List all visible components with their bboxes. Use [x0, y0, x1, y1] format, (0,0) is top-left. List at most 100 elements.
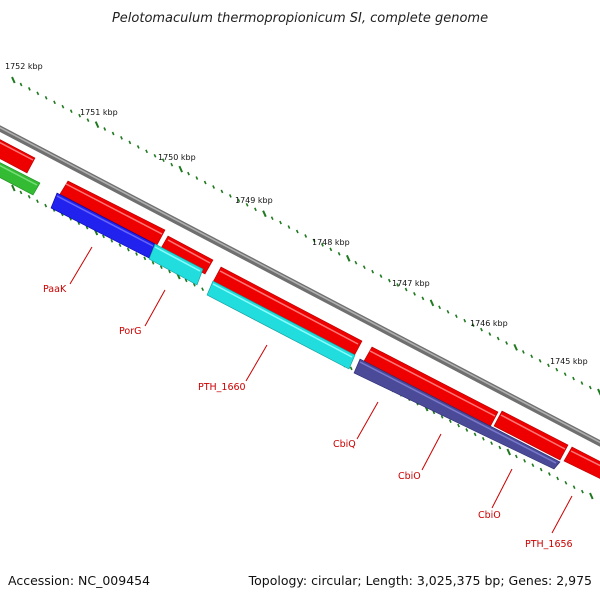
outer-ruler-tick: [513, 343, 518, 351]
inner-ruler-tick: [440, 414, 444, 419]
inner-ruler-tick: [349, 366, 353, 371]
inner-ruler-tick: [44, 203, 48, 208]
inner-ruler-tick: [481, 436, 485, 441]
gene-label-leaders: [69, 246, 573, 534]
outer-ruler-tick: [86, 118, 90, 122]
kbp-label-1746: 1746 kbp: [470, 319, 508, 328]
inner-ruler-tick: [448, 419, 452, 424]
reverse-cds-cbiq-cbio: [353, 358, 561, 470]
outer-ruler-tick: [379, 274, 383, 278]
outer-ruler-tick: [128, 140, 132, 145]
outer-ruler-tick: [421, 296, 425, 301]
inner-ruler-tick: [498, 445, 502, 450]
outer-ruler-tick: [254, 207, 257, 212]
outer-ruler-tick: [170, 162, 174, 167]
outer-ruler-tick: [279, 220, 282, 225]
inner-ruler-tick: [11, 184, 16, 192]
kbp-label-1749: 1749 kbp: [235, 196, 273, 205]
outer-ruler-tick: [480, 327, 483, 332]
inner-ruler-tick: [168, 269, 171, 274]
inner-ruler-tick: [192, 282, 196, 287]
outer-ruler-tick: [329, 247, 333, 252]
outer-ruler-tick: [572, 376, 575, 381]
outer-ruler-tick: [588, 385, 592, 390]
outer-ruler-tick: [488, 332, 492, 336]
kbp-label-1745: 1745 kbp: [550, 357, 588, 366]
gene-label-pth1656: PTH_1656: [525, 539, 573, 550]
inner-ruler-tick: [19, 190, 23, 195]
inner-ruler-tick: [110, 238, 114, 243]
outer-ruler-tick: [362, 265, 366, 270]
outer-ruler-tick: [597, 388, 600, 396]
outer-ruler-tick: [61, 104, 65, 109]
forward-cds-7: [563, 446, 600, 479]
outer-ruler-tick: [295, 229, 299, 234]
inner-ruler-tick: [27, 194, 31, 199]
gene-label-paak: PaaK: [43, 284, 67, 295]
outer-ruler-tick: [245, 202, 249, 207]
outer-ruler-tick: [530, 354, 534, 359]
outer-ruler-tick: [178, 165, 184, 173]
outer-ruler-tick: [78, 113, 82, 118]
outer-ruler-tick: [44, 95, 48, 100]
inner-ruler-tick: [465, 428, 469, 432]
outer-ruler-tick: [563, 372, 567, 377]
outer-ruler-tick: [337, 251, 341, 256]
outer-ruler: [11, 76, 600, 396]
inner-ruler-tick: [531, 463, 535, 468]
outer-ruler-tick: [429, 299, 435, 307]
inner-ruler-tick: [85, 225, 89, 230]
outer-ruler-tick: [312, 238, 316, 243]
kbp-label-1748: 1748 kbp: [312, 238, 350, 247]
accession-text: Accession: NC_009454: [8, 573, 150, 588]
other-feature-track: [0, 162, 41, 196]
inner-ruler-tick: [457, 423, 460, 428]
outer-ruler-tick: [220, 189, 224, 194]
outer-ruler-tick: [120, 136, 123, 140]
outer-ruler-tick: [496, 336, 500, 341]
outer-ruler-tick: [69, 109, 73, 114]
outer-ruler-tick: [145, 149, 149, 154]
map-title: Pelotomaculum thermopropionicum SI, comp…: [112, 11, 488, 26]
outer-ruler-tick: [354, 260, 358, 265]
gene-label-cbio-2: CbiO: [478, 510, 501, 521]
outer-ruler-tick: [228, 194, 232, 198]
outer-ruler-tick: [555, 367, 559, 372]
outer-ruler-tick: [27, 87, 31, 91]
reverse-cds-porg: [148, 243, 204, 286]
inner-ruler-tick: [118, 243, 122, 248]
forward-cds-6: [493, 410, 569, 461]
outer-ruler-tick: [237, 198, 241, 203]
outer-ruler-tick: [580, 381, 584, 385]
outer-ruler-tick: [396, 283, 400, 287]
forward-cds-3: [159, 235, 214, 275]
outer-ruler-tick: [345, 254, 351, 262]
outer-ruler-tick: [203, 180, 207, 185]
outer-ruler-tick: [471, 323, 475, 327]
inner-ruler-tick: [547, 472, 551, 476]
outer-ruler-tick: [547, 363, 550, 368]
gene-label-pth1660: PTH_1660: [198, 382, 246, 393]
outer-ruler-tick: [11, 76, 16, 84]
inner-ruler-tick: [201, 287, 205, 292]
inner-ruler-tick: [580, 489, 584, 494]
outer-ruler-tick: [438, 305, 442, 310]
outer-ruler-tick: [19, 82, 23, 87]
outer-ruler-tick: [94, 121, 100, 129]
outer-ruler-tick: [212, 185, 216, 189]
reverse-cds-pth1660: [206, 280, 356, 370]
inner-ruler-tick: [556, 476, 560, 481]
gene-label-cbiq: CbiQ: [333, 439, 356, 450]
kbp-label-1751: 1751 kbp: [80, 108, 118, 117]
kbp-label-1752: 1752 kbp: [5, 62, 43, 71]
inner-ruler-tick: [184, 278, 188, 283]
outer-ruler-tick: [387, 278, 391, 283]
outer-ruler-tick: [304, 234, 308, 238]
outer-ruler-tick: [136, 145, 140, 149]
outer-ruler-tick: [454, 314, 458, 319]
outer-ruler-tick: [287, 225, 291, 229]
inner-ruler-tick: [490, 441, 494, 446]
inner-ruler-tick: [102, 234, 105, 239]
outer-ruler-tick: [463, 318, 467, 323]
